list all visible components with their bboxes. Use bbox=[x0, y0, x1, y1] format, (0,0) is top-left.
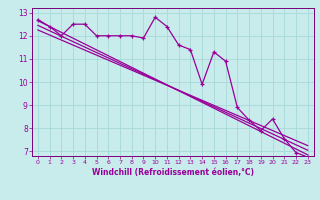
X-axis label: Windchill (Refroidissement éolien,°C): Windchill (Refroidissement éolien,°C) bbox=[92, 168, 254, 177]
